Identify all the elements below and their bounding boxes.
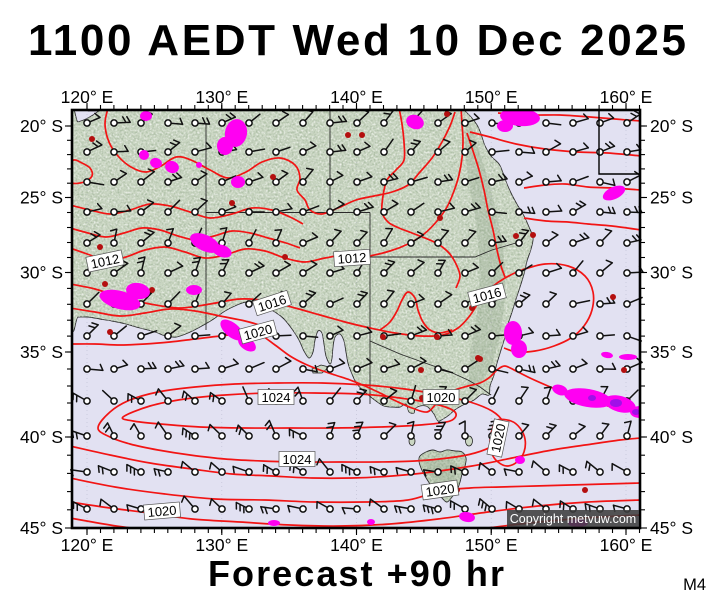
svg-text:35° S: 35° S xyxy=(20,342,63,362)
svg-text:40° S: 40° S xyxy=(650,427,693,447)
svg-text:35° S: 35° S xyxy=(650,342,693,362)
svg-text:40° S: 40° S xyxy=(20,427,63,447)
svg-text:25° S: 25° S xyxy=(20,188,63,208)
svg-text:Forecast +90 hr: Forecast +90 hr xyxy=(208,553,504,594)
svg-text:1020: 1020 xyxy=(242,321,274,343)
svg-text:20° S: 20° S xyxy=(650,116,693,136)
svg-text:140° E: 140° E xyxy=(330,87,383,107)
svg-text:Copyright metvuw.com: Copyright metvuw.com xyxy=(510,512,636,526)
svg-text:1020: 1020 xyxy=(147,503,177,520)
svg-text:1024: 1024 xyxy=(283,452,312,467)
svg-text:1020: 1020 xyxy=(427,390,456,405)
svg-text:1024: 1024 xyxy=(262,390,291,405)
svg-text:150° E: 150° E xyxy=(465,87,518,107)
svg-text:1012: 1012 xyxy=(337,250,367,267)
svg-text:1020: 1020 xyxy=(488,422,509,453)
svg-text:120° E: 120° E xyxy=(61,535,114,555)
svg-text:M4: M4 xyxy=(683,576,706,594)
svg-text:20° S: 20° S xyxy=(20,116,63,136)
svg-text:25° S: 25° S xyxy=(650,188,693,208)
svg-text:45° S: 45° S xyxy=(20,518,63,538)
svg-text:160° E: 160° E xyxy=(600,535,653,555)
svg-text:140° E: 140° E xyxy=(330,535,383,555)
svg-text:130° E: 130° E xyxy=(195,87,248,107)
svg-text:1016: 1016 xyxy=(471,284,503,306)
svg-text:45° S: 45° S xyxy=(650,518,693,538)
svg-text:160° E: 160° E xyxy=(600,87,653,107)
svg-text:120° E: 120° E xyxy=(61,87,114,107)
svg-text:1020: 1020 xyxy=(425,481,456,500)
svg-text:1100 AEDT Wed 10 Dec 2025: 1100 AEDT Wed 10 Dec 2025 xyxy=(28,16,686,65)
svg-text:130° E: 130° E xyxy=(195,535,248,555)
svg-text:1012: 1012 xyxy=(89,251,120,272)
svg-text:30° S: 30° S xyxy=(20,263,63,283)
svg-text:150° E: 150° E xyxy=(465,535,518,555)
svg-text:30° S: 30° S xyxy=(650,263,693,283)
